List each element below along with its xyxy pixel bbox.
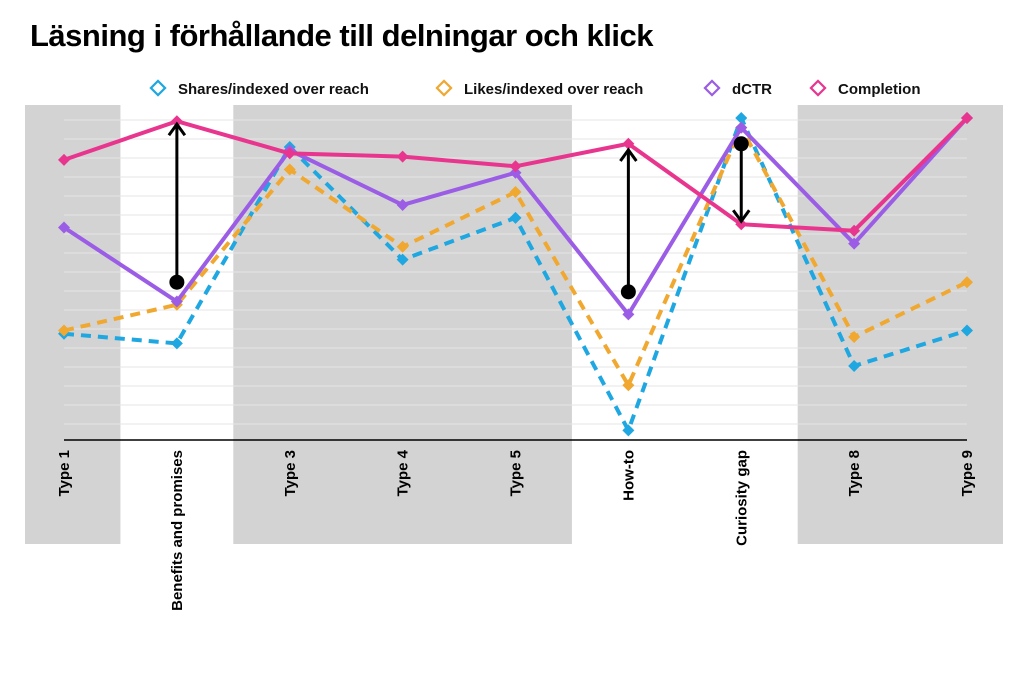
data-point [848, 330, 861, 343]
data-point [170, 337, 183, 350]
data-point [509, 166, 522, 179]
x-tick-label: Type 4 [395, 449, 412, 496]
annotation-arrow-head [167, 121, 187, 137]
data-point [848, 237, 861, 250]
legend-marker [703, 79, 721, 97]
legend-entry: dCTR [703, 79, 772, 98]
background-band [797, 105, 1003, 544]
data-point [58, 324, 70, 337]
data-point [396, 198, 409, 211]
data-point [170, 115, 183, 128]
annotation-arrow-origin-dot [620, 284, 636, 300]
x-tick-label: Benefits and promises [169, 450, 186, 611]
annotation-arrow-head [619, 147, 638, 162]
data-point [509, 160, 522, 173]
data-point [396, 240, 409, 253]
data-point [509, 186, 522, 199]
annotation-arrow-origin-dot [169, 274, 185, 290]
legend-entry: Completion [809, 79, 921, 98]
legend-label: dCTR [732, 81, 772, 98]
x-tick-label: Type 8 [846, 450, 863, 496]
data-point [396, 150, 409, 163]
data-point [961, 324, 973, 337]
legend-label: Likes/indexed over reach [464, 81, 643, 98]
data-point [622, 379, 635, 392]
data-point [622, 424, 635, 437]
data-point [509, 211, 522, 224]
data-point [961, 276, 973, 289]
data-point [961, 112, 973, 124]
chart-title: Läsning i förhållande till delningar och… [30, 18, 653, 53]
x-tick-label: Type 5 [508, 450, 525, 496]
series-layer [58, 112, 973, 437]
data-point [58, 153, 70, 166]
x-tick-label: Type 9 [959, 450, 976, 496]
data-point [283, 163, 296, 176]
data-point [396, 253, 409, 266]
annotation-arrows [167, 121, 751, 300]
annotation-arrow-origin-dot [733, 136, 749, 152]
data-point [58, 221, 70, 234]
legend-entry: Shares/indexed over reach [149, 79, 369, 98]
data-point [622, 308, 635, 321]
x-tick-label: How-to [620, 450, 637, 501]
background-bands [25, 105, 1003, 544]
legend: Shares/indexed over reach Likes/indexed o… [149, 79, 921, 98]
x-tick-label: Type 3 [282, 450, 299, 496]
x-tick-label: Curiosity gap [733, 450, 750, 546]
background-band [25, 105, 121, 544]
data-point [170, 295, 183, 308]
data-point [622, 137, 635, 150]
data-point [848, 224, 861, 237]
data-point [848, 359, 861, 372]
legend-marker [435, 79, 453, 97]
legend-marker [149, 79, 167, 97]
x-tick-labels: Type 1 Benefits and promises Type 3 Type 4 T… [56, 449, 976, 611]
data-point [735, 218, 748, 231]
data-point [283, 147, 296, 160]
data-point [735, 121, 748, 134]
legend-entry: Likes/indexed over reach [435, 79, 643, 98]
x-tick-label: Type 1 [56, 450, 73, 496]
legend-marker [809, 79, 827, 97]
series-line-1 [63, 125, 968, 388]
legend-label: Shares/indexed over reach [178, 81, 369, 98]
legend-label: Completion [838, 81, 921, 98]
annotation-arrow-head [732, 209, 751, 224]
data-point [735, 112, 748, 124]
